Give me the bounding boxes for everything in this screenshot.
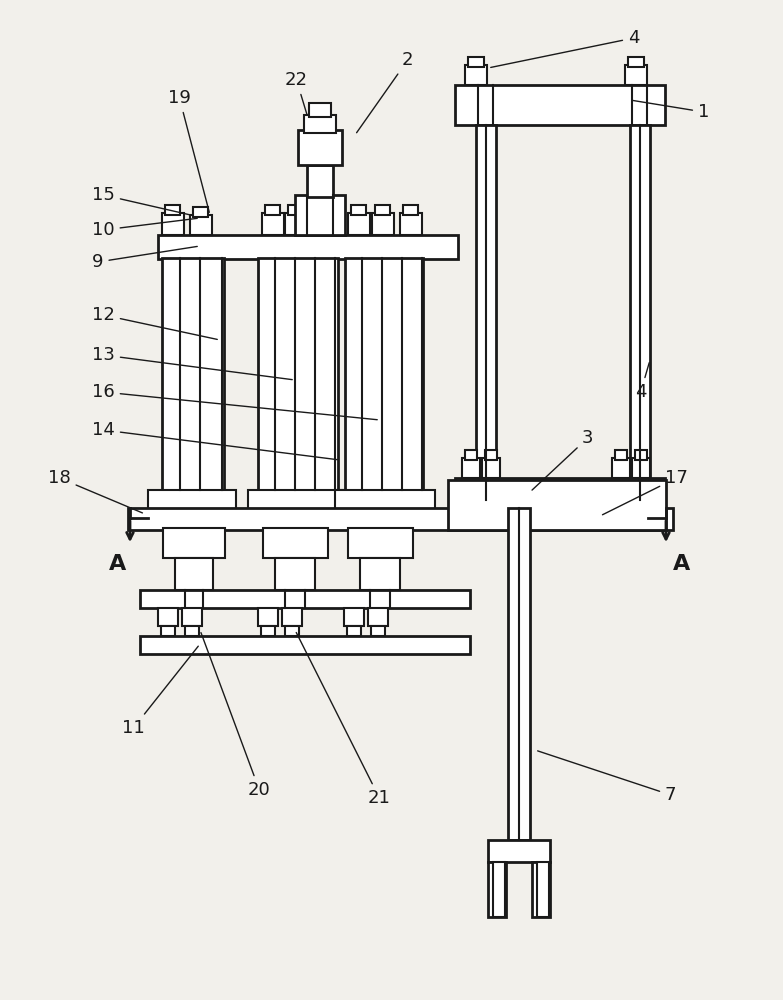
Text: A: A [673,554,691,574]
Bar [508,508,530,840]
Bar [158,608,178,626]
Bar [190,215,212,235]
Bar [615,450,627,460]
Bar [140,636,470,654]
Bar [488,840,550,862]
Bar [148,490,236,514]
Text: 7: 7 [538,751,677,804]
Text: A: A [110,554,127,574]
Bar [161,626,175,636]
Bar [493,862,505,917]
Bar [158,235,458,259]
Bar [163,528,225,558]
Bar [262,213,284,235]
Bar [347,626,361,636]
Bar [258,258,338,490]
Text: 9: 9 [92,246,197,271]
Text: 13: 13 [92,346,292,380]
Bar [248,490,346,514]
Bar [275,558,315,590]
Bar [465,65,487,85]
Text: 1: 1 [633,100,709,121]
Bar [282,608,302,626]
Bar [462,458,480,478]
Bar [185,626,199,636]
Bar [298,130,342,165]
Bar [258,608,278,626]
Text: 11: 11 [122,646,198,737]
Bar [175,558,213,590]
Bar [635,450,647,460]
Bar [304,115,336,133]
Text: 3: 3 [532,429,594,490]
Bar [193,207,208,217]
Bar [400,213,422,235]
Bar [375,205,390,215]
Text: 15: 15 [92,186,193,215]
Bar [140,590,470,608]
Bar [537,862,549,917]
Bar [344,608,364,626]
Bar [482,458,500,478]
Bar [348,213,370,235]
Text: 16: 16 [92,383,377,420]
Bar [532,862,550,917]
Bar [485,450,497,460]
Bar [360,558,400,590]
Bar [309,103,331,117]
Bar [165,205,180,215]
Text: 21: 21 [296,632,391,807]
Bar [348,528,413,558]
Text: 17: 17 [602,469,688,515]
Bar [368,608,388,626]
Bar [371,626,385,636]
Text: 4: 4 [491,29,640,67]
Bar [630,125,650,500]
Text: 12: 12 [92,306,218,339]
Text: 14: 14 [92,421,337,460]
Bar [265,205,280,215]
Text: 4: 4 [635,363,649,401]
Bar [182,608,202,626]
Text: 22: 22 [285,71,308,115]
Bar [372,213,394,235]
Bar [285,626,299,636]
Bar [351,205,366,215]
Bar [345,258,423,490]
Bar [468,57,484,67]
Bar [335,490,435,514]
Bar [465,450,477,460]
Text: 2: 2 [356,51,413,133]
Bar [261,626,275,636]
Bar [476,125,496,500]
Bar [128,508,673,530]
Text: 20: 20 [201,633,271,799]
Bar [455,478,665,508]
Text: 18: 18 [48,469,143,513]
Bar [307,165,333,197]
Bar [455,85,665,125]
Bar [625,65,647,85]
Bar [162,213,184,235]
Text: 19: 19 [168,89,209,212]
Bar [488,862,506,917]
Bar [263,528,328,558]
Bar [285,213,307,235]
Bar [295,195,345,235]
Bar [612,458,630,478]
Bar [162,258,224,490]
Bar [632,458,650,478]
Text: 10: 10 [92,218,197,239]
Bar [403,205,418,215]
Bar [628,57,644,67]
Bar [288,205,303,215]
Bar [448,480,666,530]
